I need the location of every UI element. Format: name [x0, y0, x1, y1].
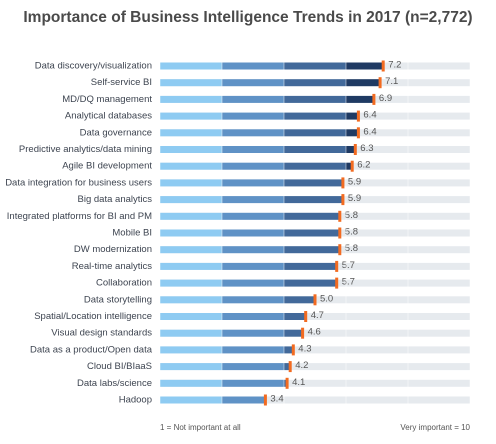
category-label: Predictive analytics/data mining [19, 144, 152, 155]
bar [160, 162, 353, 170]
value-marker [341, 194, 345, 206]
value-marker [338, 244, 342, 256]
category-label: Integrated platforms for BI and PM [7, 211, 152, 222]
value-label: 5.9 [348, 176, 361, 187]
category-label: Visual design standards [51, 328, 152, 339]
category-label: Data integration for business users [5, 177, 152, 188]
value-label: 5.8 [345, 243, 358, 254]
bar [160, 246, 340, 254]
category-label: Analytical databases [65, 111, 152, 122]
bar [160, 229, 340, 237]
category-label: MD/DQ management [62, 94, 152, 105]
value-label: 6.9 [379, 93, 392, 104]
track [160, 313, 470, 320]
value-label: 5.9 [348, 193, 361, 204]
value-marker [338, 227, 342, 239]
bar [160, 62, 384, 70]
value-label: 7.1 [385, 76, 398, 87]
category-label: Self-service BI [91, 77, 152, 88]
value-marker [304, 311, 308, 322]
value-label: 4.7 [311, 310, 324, 321]
category-label: Hadoop [119, 395, 152, 406]
bar [160, 212, 340, 220]
track [160, 379, 470, 387]
category-label: Mobile BI [112, 228, 152, 239]
bar [160, 313, 306, 320]
chart-title: Importance of Business Intelligence Tren… [23, 9, 472, 26]
value-marker [378, 77, 382, 89]
category-label: Data labs/science [77, 378, 152, 389]
value-marker [301, 327, 305, 339]
value-label: 5.7 [342, 277, 355, 288]
category-label: Data discovery/visualization [35, 61, 152, 72]
bar [160, 296, 315, 304]
x-label-right: Very important = 10 [400, 423, 470, 432]
value-marker [263, 394, 267, 406]
value-marker [338, 210, 342, 222]
category-label: Agile BI development [62, 161, 152, 172]
bar [160, 346, 294, 354]
category-label: Data governance [80, 127, 152, 138]
value-label: 5.7 [342, 260, 355, 271]
value-label: 4.3 [298, 343, 311, 354]
value-marker [288, 361, 292, 373]
value-label: 7.2 [388, 60, 401, 71]
track [160, 329, 470, 337]
value-label: 4.6 [308, 327, 321, 338]
value-marker [335, 277, 339, 289]
bar [160, 262, 337, 270]
track [160, 363, 470, 371]
category-label: Data storytelling [84, 294, 152, 305]
category-label: Real-time analytics [72, 261, 152, 272]
value-marker [356, 110, 360, 122]
value-marker [313, 294, 317, 306]
value-label: 5.8 [345, 210, 358, 221]
bar [160, 329, 303, 337]
bar [160, 112, 359, 120]
bar [160, 396, 266, 404]
value-label: 5.0 [320, 293, 333, 304]
bar [160, 146, 356, 153]
category-label: Spatial/Location intelligence [34, 311, 152, 322]
value-marker [350, 160, 354, 172]
track [160, 346, 470, 354]
value-marker [341, 177, 345, 189]
x-label-left: 1 = Not important at all [160, 423, 241, 432]
value-marker [291, 344, 295, 356]
value-label: 5.8 [345, 227, 358, 238]
bar [160, 363, 291, 371]
value-label: 6.4 [363, 110, 376, 121]
bar [160, 129, 359, 137]
value-marker [372, 93, 376, 105]
category-label: DW modernization [74, 244, 152, 255]
value-marker [353, 144, 357, 155]
category-label: Data as a product/Open data [30, 344, 153, 355]
value-label: 6.3 [360, 143, 373, 154]
bar [160, 196, 343, 204]
bar [160, 379, 288, 387]
track [160, 396, 470, 404]
bar [160, 279, 337, 287]
category-label: Big data analytics [78, 194, 153, 205]
bar [160, 179, 343, 187]
value-marker [356, 127, 360, 139]
value-label: 4.1 [292, 377, 305, 388]
value-label: 6.2 [357, 160, 370, 171]
value-label: 3.4 [270, 394, 283, 405]
value-marker [381, 60, 385, 72]
value-label: 6.4 [363, 126, 376, 137]
bar [160, 95, 374, 103]
category-label: Collaboration [96, 278, 152, 289]
bar [160, 79, 381, 87]
value-marker [335, 260, 339, 272]
category-label: Cloud BI/BIaaS [87, 361, 152, 372]
value-marker [285, 377, 289, 389]
value-label: 4.2 [295, 360, 308, 371]
